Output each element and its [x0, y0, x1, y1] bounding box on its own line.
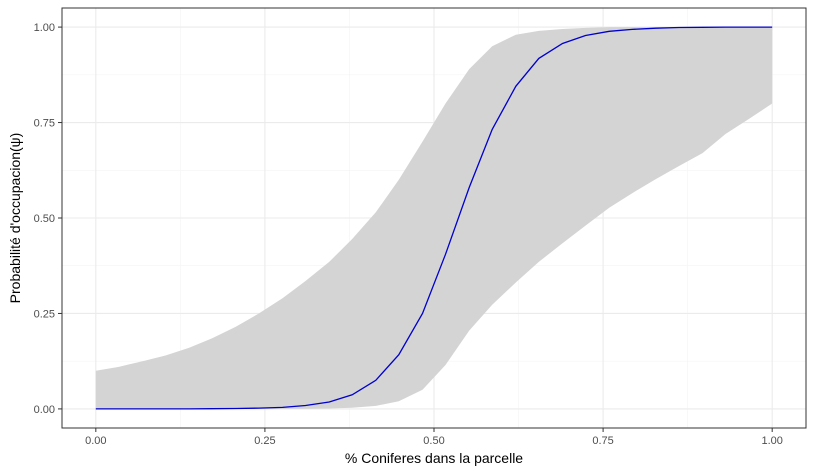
y-axis-title: Probabilité d'occupacion(ψ) [7, 133, 23, 304]
y-tick-label: 0.25 [34, 308, 55, 320]
y-tick-label: 0.75 [34, 118, 55, 130]
y-tick-label: 0.50 [34, 213, 55, 225]
x-tick-label: 0.50 [423, 435, 444, 447]
confidence-ribbon [95, 27, 773, 409]
y-tick-label: 1.00 [34, 22, 55, 34]
x-axis-title: % Coniferes dans la parcelle [345, 450, 523, 466]
y-axis-ticks: 0.00 0.25 0.50 0.75 1.00 [34, 22, 62, 416]
y-tick-label: 0.00 [34, 404, 55, 416]
line-layer [95, 26, 773, 410]
x-tick-label: 0.00 [85, 435, 106, 447]
x-tick-label: 0.75 [592, 435, 613, 447]
x-axis-ticks: 0.00 0.25 0.50 0.75 1.00 [85, 428, 783, 447]
confidence-ribbon-layer [95, 27, 773, 409]
x-tick-label: 1.00 [761, 435, 782, 447]
x-tick-label: 0.25 [254, 435, 275, 447]
occupancy-line [95, 26, 773, 410]
